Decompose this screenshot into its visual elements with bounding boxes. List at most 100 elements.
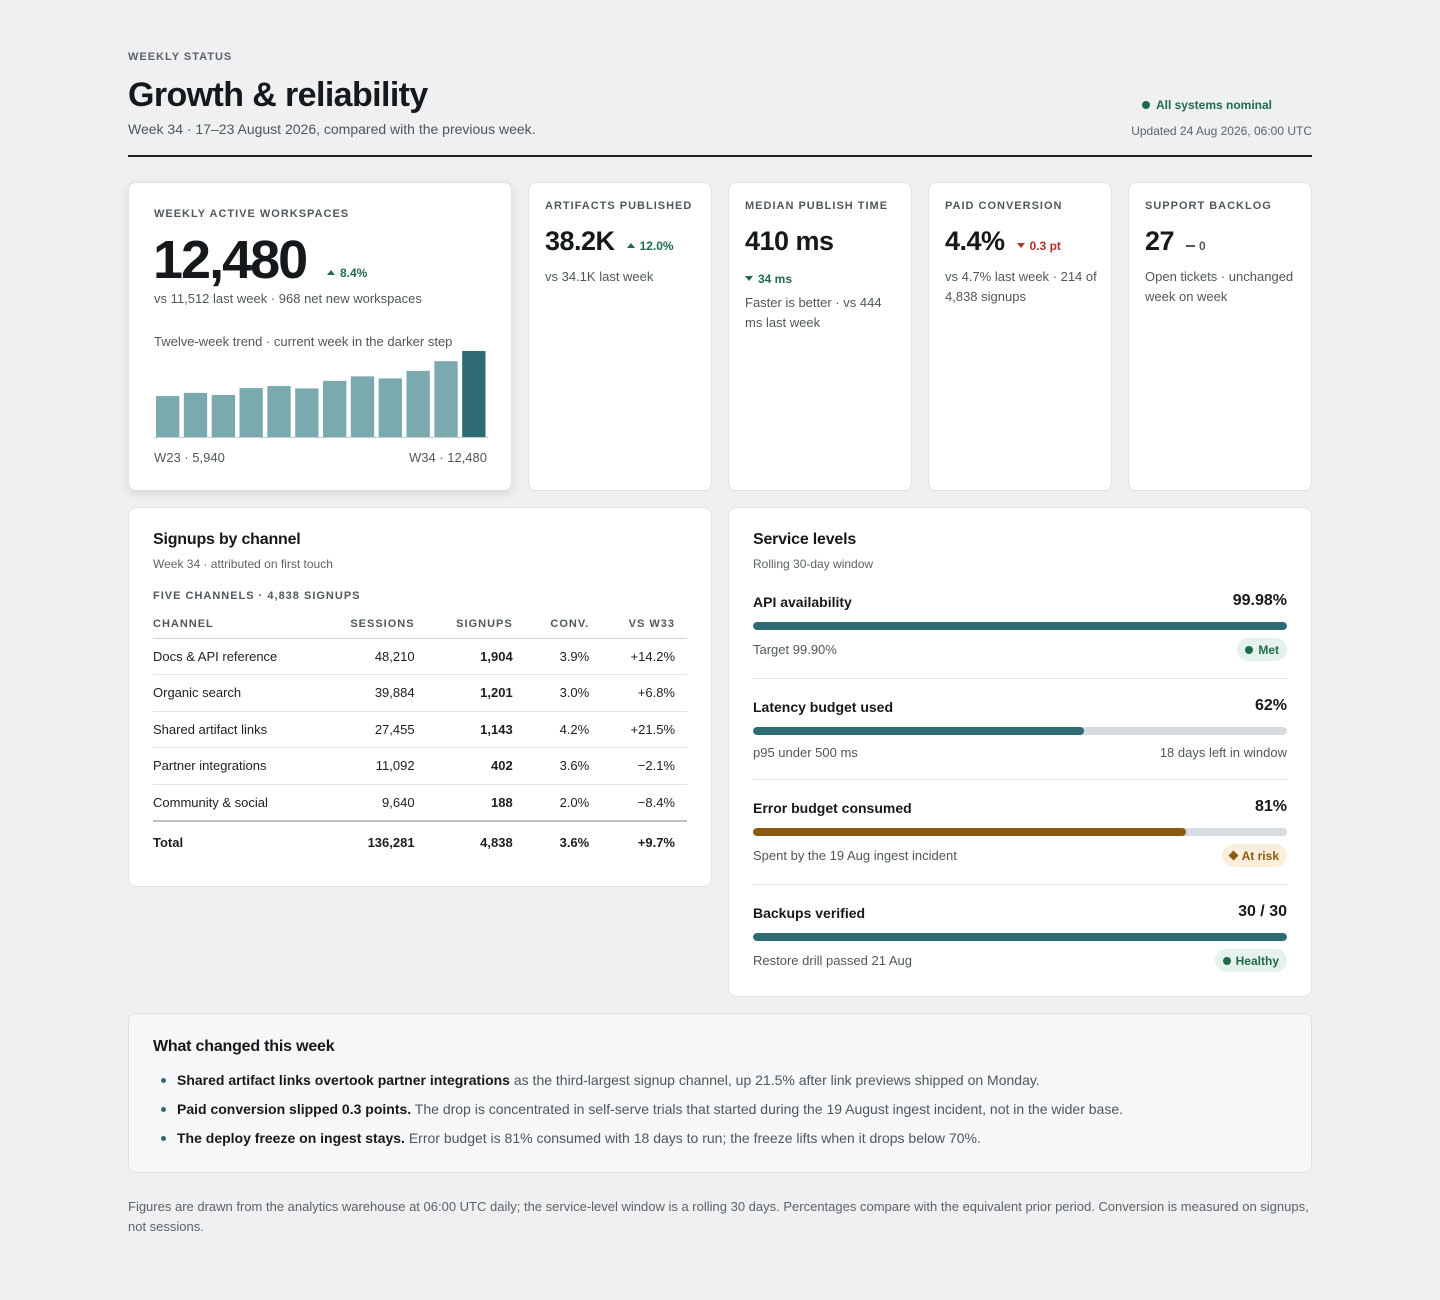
kpi-value: 27 <box>1145 226 1175 256</box>
change-detail: as the third-largest signup channel, up … <box>509 1072 1040 1088</box>
column-header: CHANNEL <box>153 610 320 639</box>
kpi-label: PAID CONVERSION <box>945 200 1063 212</box>
bar-w23 <box>156 396 180 437</box>
sl-right-note: 18 days left in window <box>1159 745 1287 760</box>
sl-name: Error budget consumed <box>753 800 912 816</box>
kpi-value: 410 ms <box>745 226 834 256</box>
cell-channel: Total <box>153 819 320 863</box>
trend-range-end: W34 · 12,480 <box>408 450 487 465</box>
change-lead: The deploy freeze on ingest stays. <box>177 1130 405 1146</box>
sl-name: Backups verified <box>753 905 866 921</box>
status-dot-icon <box>1245 645 1254 654</box>
bar-w26 <box>239 388 263 437</box>
bar-w24 <box>183 392 208 437</box>
progress-bar <box>753 933 1287 941</box>
cell-sessions: 9,640 <box>319 784 427 821</box>
cell-sessions: 39,884 <box>319 674 427 712</box>
cell-signups: 402 <box>426 747 525 785</box>
progress-fill <box>753 933 1287 941</box>
section-title: Signups by channel <box>153 531 301 548</box>
cell-sessions: 48,210 <box>319 638 427 675</box>
cell-sessions: 136,281 <box>319 819 427 863</box>
kpi-label: WEEKLY ACTIVE WORKSPACES <box>154 208 350 220</box>
cell-channel: Partner integrations <box>153 747 320 785</box>
change-list: Shared artifact links overtook partner i… <box>161 1070 1287 1157</box>
bar-w30 <box>350 376 375 437</box>
cell-signups: 188 <box>426 784 525 821</box>
footnote: Figures are drawn from the analytics war… <box>128 1199 1309 1234</box>
kpi-label: MEDIAN PUBLISH TIME <box>745 200 889 212</box>
sl-value: 81% <box>1254 798 1287 815</box>
kpi-card-paid-conversion: PAID CONVERSION 4.4% 0.3 pt vs 4.7% last… <box>928 182 1112 491</box>
kpi-card-artifacts-published: ARTIFACTS PUBLISHED 38.2K 12.0% vs 34.1K… <box>528 182 712 491</box>
bar-w25 <box>211 394 235 437</box>
kpi-delta: 8.4% <box>327 266 367 280</box>
kpi-card-support-backlog: SUPPORT BACKLOG 27 0 Open tickets · unch… <box>1128 182 1312 491</box>
header-divider <box>128 155 1312 157</box>
change-detail: Error budget is 81% consumed with 18 day… <box>404 1130 981 1146</box>
change-detail: The drop is concentrated in self-serve t… <box>411 1101 1123 1117</box>
badge-label: Healthy <box>1235 953 1279 968</box>
status-badge: At risk <box>1221 844 1287 867</box>
table-row: Organic search 39,884 1,201 3.0% +6.8% <box>153 674 687 712</box>
chart-axis <box>154 437 488 438</box>
cell-vs: +9.7% <box>601 819 687 863</box>
kpi-note: vs 11,512 last week · 968 net new worksp… <box>154 291 422 306</box>
bar-w29 <box>323 380 347 437</box>
sl-value: 62% <box>1254 697 1287 714</box>
cell-sessions: 27,455 <box>319 711 427 748</box>
progress-bar <box>753 727 1287 735</box>
cell-signups: 4,838 <box>426 819 525 863</box>
list-item: The deploy freeze on ingest stays. Error… <box>161 1128 1287 1148</box>
cell-channel: Organic search <box>153 674 320 712</box>
page-title: Growth & reliability <box>128 76 428 114</box>
eyebrow: WEEKLY STATUS <box>128 51 233 63</box>
warning-diamond-icon <box>1228 850 1239 861</box>
kpi-label: SUPPORT BACKLOG <box>1145 200 1272 212</box>
kpi-delta: 0 <box>1186 239 1206 253</box>
cell-channel: Shared artifact links <box>153 711 320 748</box>
section-subtitle: Rolling 30-day window <box>753 557 874 571</box>
column-header: CONV. <box>524 610 602 639</box>
kpi-value: 4.4% <box>945 226 1005 256</box>
cell-channel: Community & social <box>153 784 320 821</box>
cell-conv: 4.2% <box>524 711 602 748</box>
cell-vs: +14.2% <box>601 638 687 675</box>
kpi-value: 12,480 <box>153 230 308 290</box>
table-caption: FIVE CHANNELS · 4,838 SIGNUPS <box>153 590 361 602</box>
system-status: All systems nominal <box>1141 98 1272 112</box>
divider <box>753 884 1287 885</box>
section-title: What changed this week <box>153 1038 335 1055</box>
progress-bar <box>753 828 1287 836</box>
sl-name: Latency budget used <box>753 699 894 715</box>
kpi-card-median-publish-time: MEDIAN PUBLISH TIME 410 ms 34 ms Faster … <box>728 182 912 491</box>
change-lead: Paid conversion slipped 0.3 points. <box>177 1101 412 1117</box>
cell-sessions: 11,092 <box>319 747 427 785</box>
bar-w31 <box>378 378 402 437</box>
what-changed-card: What changed this week Shared artifact l… <box>128 1013 1312 1173</box>
bar-w27 <box>267 386 291 437</box>
badge-label: At risk <box>1241 848 1279 863</box>
cell-conv: 3.0% <box>524 674 602 712</box>
table-row: Community & social 9,640 188 2.0% −8.4% <box>153 784 687 821</box>
kpi-note: Faster is better · vs 444 ms last week <box>745 295 882 330</box>
sl-note: Restore drill passed 21 Aug <box>753 953 912 968</box>
change-lead: Shared artifact links overtook partner i… <box>177 1072 510 1088</box>
kpi-card-weekly-active-workspaces: WEEKLY ACTIVE WORKSPACES 12,480 8.4% vs … <box>128 182 512 491</box>
system-status-label: All systems nominal <box>1155 98 1272 112</box>
progress-bar <box>753 622 1287 630</box>
sl-value: 99.98% <box>1232 592 1287 609</box>
section-subtitle: Week 34 · attributed on first touch <box>153 557 333 571</box>
cell-channel: Docs & API reference <box>153 638 320 675</box>
cell-signups: 1,201 <box>426 674 525 712</box>
list-item: Shared artifact links overtook partner i… <box>161 1070 1287 1090</box>
kpi-delta: 34 ms <box>745 272 792 286</box>
table-header-row: CHANNEL SESSIONS SIGNUPS CONV. VS W33 <box>153 610 687 639</box>
divider <box>753 779 1287 780</box>
sl-note: Spent by the 19 Aug ingest incident <box>753 848 957 863</box>
column-header: SESSIONS <box>319 610 427 639</box>
progress-fill <box>753 727 1085 735</box>
sl-note: Target 99.90% <box>753 642 837 657</box>
kpi-value: 38.2K <box>545 226 615 256</box>
table-row: Partner integrations 11,092 402 3.6% −2.… <box>153 747 687 785</box>
